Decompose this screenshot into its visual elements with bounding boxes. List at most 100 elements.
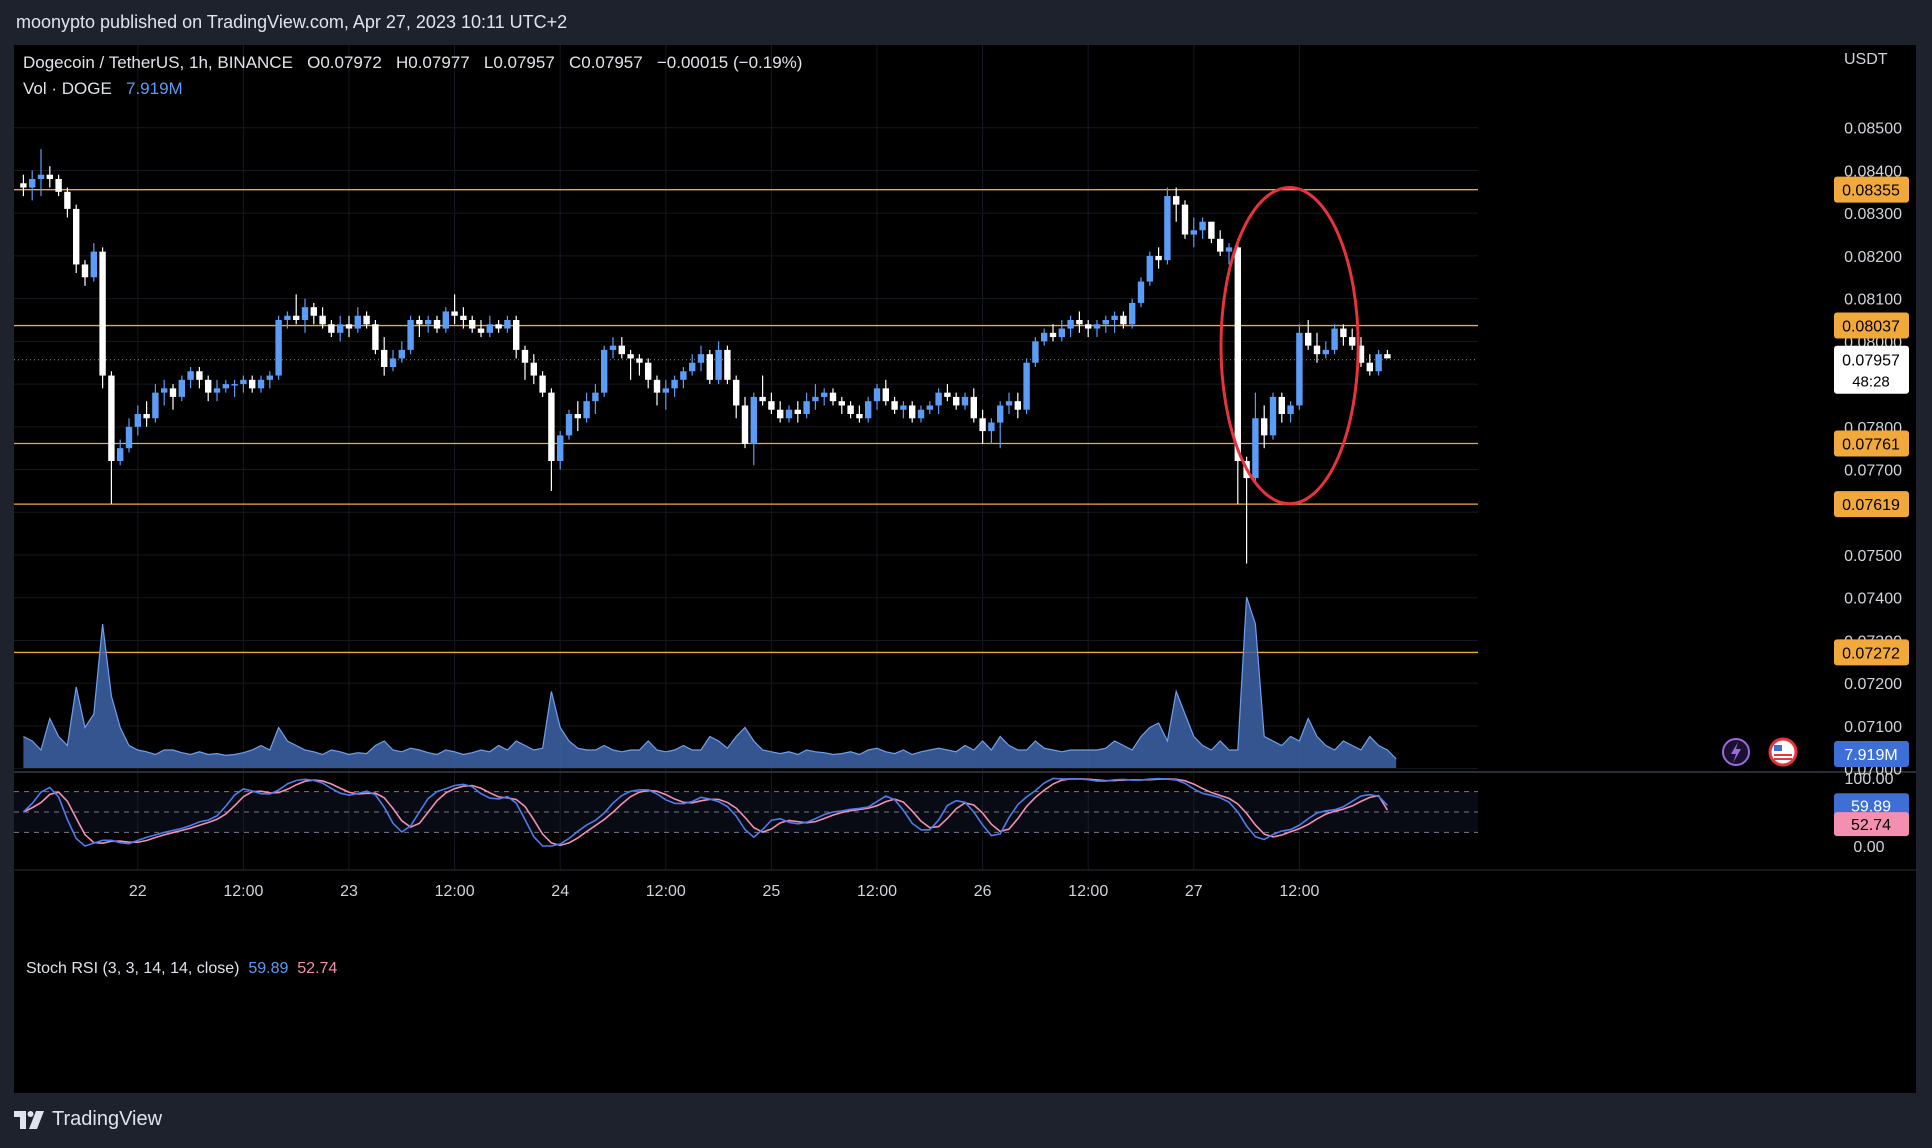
candle-body: [1120, 315, 1127, 325]
candle-body: [1305, 332, 1312, 346]
candle-body: [1199, 221, 1206, 231]
candle-body: [900, 405, 907, 410]
time-tick-label: 22: [129, 883, 147, 900]
candle-body: [337, 324, 344, 333]
candle-body: [1023, 362, 1030, 410]
candle-body: [125, 426, 133, 449]
tradingview-logo[interactable]: TradingView: [14, 1108, 162, 1131]
candle-body: [724, 349, 731, 380]
symbol-legend[interactable]: Dogecoin / TetherUS, 1h, BINANCE O0.0797…: [23, 53, 802, 73]
candle-body: [944, 392, 951, 397]
candle-body: [1366, 362, 1373, 372]
candle-body: [1252, 418, 1259, 479]
candle-body: [1155, 255, 1162, 261]
candle-body: [319, 315, 326, 325]
stoch-d-tag: [1834, 812, 1909, 837]
candle-body: [785, 409, 793, 419]
time-tick-label: 23: [340, 883, 358, 900]
ohlc-high: 0.07977: [408, 53, 470, 72]
countdown-label: 48:28: [1852, 374, 1890, 391]
candle-body: [821, 392, 828, 397]
candle-body: [671, 379, 678, 389]
lightning-icon-glyph: [1731, 742, 1741, 763]
price-tick-label: 0.07100: [1844, 719, 1902, 736]
candle-body: [161, 388, 168, 393]
stoch-label: Stoch RSI (3, 3, 14, 14, close): [26, 960, 240, 977]
stoch-legend[interactable]: Stoch RSI (3, 3, 14, 14, close) 59.89 52…: [26, 960, 337, 978]
candle-body: [865, 401, 872, 419]
volume-legend[interactable]: Vol · DOGE 7.919M: [23, 79, 183, 99]
candle-body: [1146, 255, 1153, 282]
candle-body: [935, 392, 942, 406]
candle-body: [407, 320, 414, 350]
publish-info: moonypto published on TradingView.com, A…: [16, 12, 568, 32]
candle-body: [574, 414, 581, 419]
candle-body: [425, 320, 432, 325]
candle-body: [310, 307, 317, 316]
candle-body: [926, 405, 933, 410]
publish-header: moonypto published on TradingView.com, A…: [0, 0, 1932, 44]
chart-frame[interactable]: 0.08500 0.08400 0.08300 0.08200 0.08100 0.080…: [14, 45, 1916, 1093]
price-tick-label: 0.08100: [1844, 292, 1902, 309]
candle-body: [178, 379, 185, 397]
candle-body: [1049, 332, 1057, 338]
candle-body: [495, 324, 502, 329]
candle-body: [20, 183, 27, 188]
brand-name: TradingView: [52, 1108, 163, 1130]
level-price-tag: [1834, 176, 1909, 203]
footer: TradingView: [0, 1093, 1932, 1148]
candle-body: [117, 448, 124, 461]
ohlc-open-label: O: [307, 53, 321, 72]
time-tick-label: 12:00: [646, 883, 686, 900]
candle-body: [539, 375, 546, 393]
candle-body: [99, 251, 106, 376]
axes: 0.08500 0.08400 0.08300 0.08200 0.08100 0.080…: [14, 121, 1916, 900]
candle-body: [363, 315, 370, 325]
candle-body: [134, 414, 141, 427]
candle-body: [46, 174, 53, 179]
time-tick-label: 25: [763, 883, 781, 900]
candle-body: [55, 179, 62, 192]
candle-body: [557, 435, 564, 461]
candle-body: [513, 320, 520, 350]
candle-body: [1340, 328, 1347, 338]
stoch-k-value: 59.89: [248, 960, 289, 977]
candle-body: [451, 311, 458, 316]
volume-outline: [23, 596, 1397, 760]
candle-body: [293, 315, 300, 320]
candle-body: [777, 409, 784, 419]
price-tick-label: 0.07700: [1844, 463, 1902, 480]
us-flag-icon-canton: [1774, 745, 1782, 751]
candle-body: [592, 392, 599, 402]
last-price-tag: [1834, 345, 1909, 394]
candle-body: [601, 349, 608, 393]
candle-body: [231, 384, 238, 386]
candles: [20, 149, 1391, 564]
candle-body: [442, 311, 449, 329]
time-tick-label: 12:00: [223, 883, 263, 900]
stoch-tick-100: 100.00: [1845, 771, 1894, 788]
candle-body: [988, 422, 995, 432]
candle-body: [636, 358, 643, 363]
candle-body: [1005, 401, 1013, 406]
chart-canvas[interactable]: 0.08500 0.08400 0.08300 0.08200 0.08100 0.080…: [14, 45, 1916, 1093]
candle-body: [1217, 238, 1224, 252]
candle-body: [398, 349, 405, 359]
candle-body: [733, 379, 740, 406]
price-tick-label: 0.08300: [1844, 206, 1902, 223]
candle-body: [970, 396, 977, 419]
volume-value: 7.919M: [125, 79, 183, 98]
candle-body: [354, 315, 361, 329]
candle-body: [1102, 320, 1109, 325]
candle-body: [715, 349, 722, 380]
candle-body: [1331, 328, 1338, 350]
candle-body: [645, 362, 652, 380]
candle-body: [583, 401, 590, 419]
level-price-label: 0.08037: [1842, 319, 1900, 336]
candle-body: [90, 251, 97, 278]
price-change: −0.00015 (−0.19%): [656, 53, 803, 72]
candle-body: [565, 414, 573, 436]
candle-body: [381, 349, 388, 367]
time-tick-label: 24: [551, 883, 569, 900]
candle-body: [143, 414, 150, 419]
